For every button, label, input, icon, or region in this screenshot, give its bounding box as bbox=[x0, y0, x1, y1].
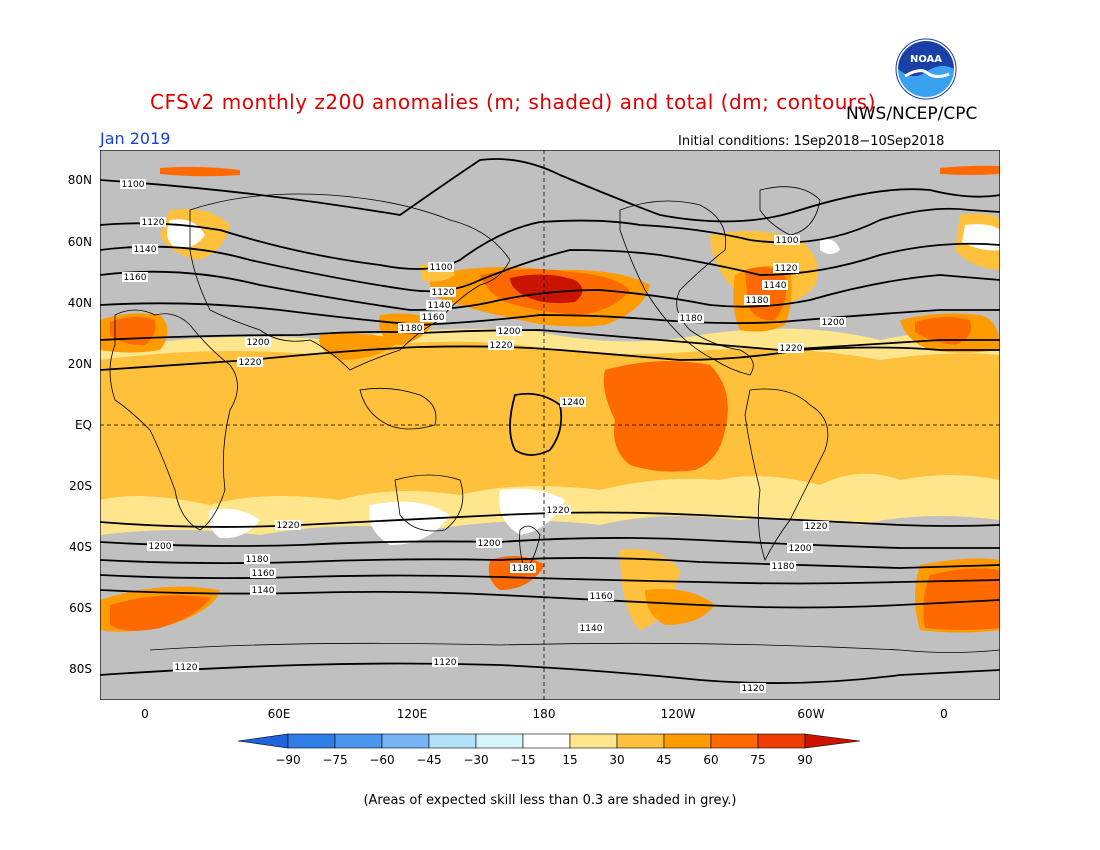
contour-label: 1220 bbox=[805, 522, 828, 532]
lat-tick: 80S bbox=[69, 662, 92, 676]
contour-label: 1140 bbox=[134, 245, 157, 255]
lon-tick: 0 bbox=[141, 707, 149, 721]
contour-label: 1220 bbox=[547, 506, 570, 516]
lat-tick: 20S bbox=[69, 479, 92, 493]
lon-tick: 180 bbox=[532, 707, 556, 721]
tropical-anomaly-mid bbox=[100, 341, 1000, 505]
contour-label: 1240 bbox=[562, 398, 585, 408]
initial-conditions: Initial conditions: 1Sep2018−10Sep2018 bbox=[678, 134, 945, 149]
contour-label: 1200 bbox=[478, 539, 501, 549]
contour-label: 1180 bbox=[746, 296, 769, 306]
lon-tick: 60W bbox=[797, 707, 825, 721]
contour-label: 1120 bbox=[175, 663, 198, 673]
skill-footnote: (Areas of expected skill less than 0.3 a… bbox=[363, 793, 737, 808]
contour-label: 1200 bbox=[498, 327, 521, 337]
colorbar bbox=[238, 733, 861, 749]
contour-label: 1200 bbox=[247, 338, 270, 348]
contour-label: 1160 bbox=[422, 313, 445, 323]
colorbar-label: 75 bbox=[750, 753, 766, 767]
lat-tick: 20N bbox=[67, 357, 92, 371]
contour-label: 1120 bbox=[742, 684, 765, 694]
colorbar-label: −90 bbox=[275, 753, 301, 767]
lat-tick: 60S bbox=[69, 601, 92, 615]
map-title: CFSv2 monthly z200 anomalies (m; shaded)… bbox=[150, 90, 876, 114]
lat-tick: 40N bbox=[67, 296, 92, 310]
lat-tick: EQ bbox=[74, 418, 92, 432]
contour-label: 1100 bbox=[430, 263, 453, 273]
anomaly-map: 1100 1120 1140 1160 1100 1120 1140 1160 … bbox=[100, 150, 1000, 700]
forecast-month: Jan 2019 bbox=[100, 129, 171, 148]
contour-label: 1220 bbox=[780, 344, 803, 354]
contour-label: 1220 bbox=[490, 341, 513, 351]
contour-label: 1200 bbox=[822, 318, 845, 328]
lat-tick: 60N bbox=[67, 235, 92, 249]
contour-label: 1120 bbox=[775, 264, 798, 274]
contour-label: 1180 bbox=[680, 314, 703, 324]
contour-label: 1120 bbox=[432, 288, 455, 298]
lon-tick: 120W bbox=[660, 707, 696, 721]
colorbar-label: −75 bbox=[322, 753, 348, 767]
colorbar-label: 30 bbox=[609, 753, 625, 767]
contour-label: 1140 bbox=[580, 624, 603, 634]
contour-label: 1180 bbox=[772, 562, 795, 572]
colorbar-label: −30 bbox=[463, 753, 489, 767]
colorbar-label: 90 bbox=[797, 753, 813, 767]
contour-label: 1140 bbox=[428, 301, 451, 311]
contour-label: 1120 bbox=[434, 658, 457, 668]
contour-label: 1160 bbox=[590, 592, 613, 602]
colorbar-label: −15 bbox=[510, 753, 536, 767]
lon-tick: 0 bbox=[940, 707, 948, 721]
contour-label: 1100 bbox=[122, 180, 145, 190]
agency-label: NWS/NCEP/CPC bbox=[846, 104, 978, 124]
contour-label: 1140 bbox=[252, 586, 275, 596]
contour-label: 1220 bbox=[277, 521, 300, 531]
contour-label: 1200 bbox=[149, 542, 172, 552]
noaa-logo: NOAA bbox=[895, 38, 957, 100]
svg-text:NOAA: NOAA bbox=[910, 54, 942, 65]
colorbar-label: −45 bbox=[416, 753, 442, 767]
contour-label: 1220 bbox=[239, 358, 262, 368]
colorbar-label: 60 bbox=[703, 753, 719, 767]
lon-tick: 60E bbox=[267, 707, 291, 721]
colorbar-label: 15 bbox=[562, 753, 578, 767]
contour-label: 1160 bbox=[124, 273, 147, 283]
lat-tick: 80N bbox=[67, 173, 92, 187]
contour-labels: 1100 1120 1140 1160 1100 1120 1140 1160 … bbox=[120, 179, 846, 694]
contour-label: 1200 bbox=[789, 544, 812, 554]
lon-tick: 120E bbox=[396, 707, 428, 721]
contour-label: 1180 bbox=[512, 564, 535, 574]
contour-label: 1180 bbox=[400, 324, 423, 334]
contour-label: 1140 bbox=[764, 281, 787, 291]
east-pacific-anomaly bbox=[603, 361, 728, 472]
contour-label: 1180 bbox=[246, 555, 269, 565]
colorbar-label: 45 bbox=[656, 753, 672, 767]
contour-label: 1100 bbox=[776, 236, 799, 246]
colorbar-label: −60 bbox=[369, 753, 395, 767]
contour-label: 1160 bbox=[252, 569, 275, 579]
lat-tick: 40S bbox=[69, 540, 92, 554]
contour-label: 1120 bbox=[142, 218, 165, 228]
coastlines bbox=[109, 186, 1000, 653]
